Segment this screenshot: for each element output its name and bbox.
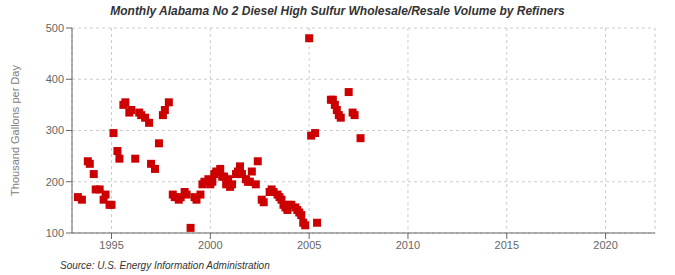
svg-text:100: 100 bbox=[46, 227, 64, 239]
html-text:Source: U.S. Energy Informatio: Source: U.S. Energy Information Administ… bbox=[60, 260, 270, 271]
svg-text:2020: 2020 bbox=[593, 239, 617, 251]
svg-text:2015: 2015 bbox=[495, 239, 519, 251]
svg-text:500: 500 bbox=[46, 22, 64, 34]
svg-text:1995: 1995 bbox=[99, 239, 123, 251]
svg-text:2005: 2005 bbox=[297, 239, 321, 251]
svg-text:Thousand Gallons per Day: Thousand Gallons per Day bbox=[9, 65, 21, 196]
svg-text:400: 400 bbox=[46, 73, 64, 85]
svg-text:2010: 2010 bbox=[396, 239, 420, 251]
svg-text:2000: 2000 bbox=[198, 239, 222, 251]
html-text:Monthly Alabama No 2 Diesel Hi: Monthly Alabama No 2 Diesel High Sulfur … bbox=[110, 4, 565, 18]
svg-text:300: 300 bbox=[46, 124, 64, 136]
svg-text:200: 200 bbox=[46, 176, 64, 188]
